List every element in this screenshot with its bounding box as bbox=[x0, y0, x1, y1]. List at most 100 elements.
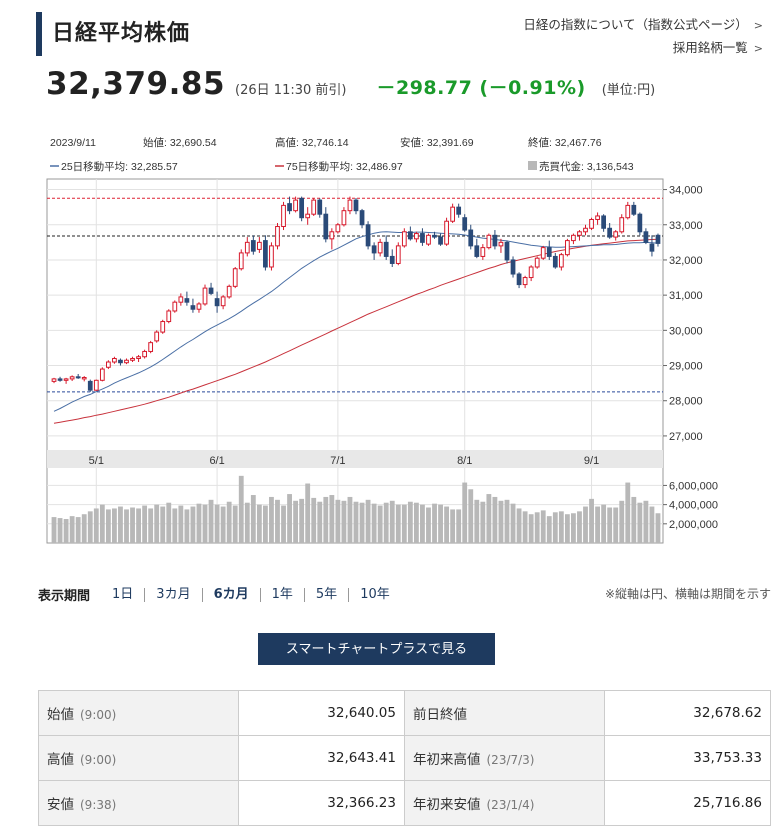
candle-body bbox=[643, 231, 649, 243]
candle-body bbox=[546, 247, 552, 257]
stats-table: 始値 (9:00) 32,640.05 前日終値 32,678.62 高値 (9:00) 32… bbox=[38, 690, 771, 826]
candle-body bbox=[583, 227, 588, 233]
constituents-link[interactable]: 採用銘柄一覧 > bbox=[523, 37, 763, 60]
candle-body bbox=[335, 224, 341, 233]
index-about-link[interactable]: 日経の指数について（指数公式ページ） > bbox=[523, 14, 763, 37]
stock-chart[interactable]: 2023/9/11 始値: 32,690.54 高値: 32,746.14 安値… bbox=[0, 128, 775, 548]
price-change: －298.77 (－0.91%) bbox=[376, 77, 586, 99]
candle bbox=[365, 221, 371, 250]
volume-bar bbox=[583, 506, 588, 543]
candle-body bbox=[160, 321, 166, 333]
candle bbox=[196, 302, 202, 313]
candle bbox=[63, 377, 69, 384]
candle-body bbox=[172, 301, 178, 312]
candle bbox=[486, 233, 492, 250]
candle-body bbox=[238, 252, 244, 270]
volume-bar bbox=[607, 507, 613, 543]
candle bbox=[238, 249, 244, 271]
price-tick-label: 34,000 bbox=[669, 185, 703, 197]
candle-body bbox=[190, 305, 196, 310]
candle bbox=[57, 376, 63, 382]
candle bbox=[208, 282, 214, 296]
candle bbox=[154, 330, 160, 343]
candle-body bbox=[329, 231, 335, 240]
candle bbox=[281, 201, 286, 231]
volume-bar bbox=[444, 506, 450, 543]
candle-body bbox=[444, 220, 449, 245]
candle bbox=[311, 198, 317, 216]
candle-body bbox=[420, 233, 425, 243]
reference-lines bbox=[47, 197, 663, 393]
candle bbox=[220, 295, 226, 310]
smart-chart-plus-button[interactable]: スマートチャートプラスで見る bbox=[258, 633, 495, 665]
candle-body bbox=[106, 361, 111, 368]
candle bbox=[468, 224, 474, 250]
candle-body bbox=[498, 241, 504, 247]
candle-body bbox=[607, 227, 613, 238]
volume-bar bbox=[643, 500, 649, 543]
volume-bar bbox=[420, 504, 425, 543]
chart-svg[interactable]: 2023/9/11 始値: 32,690.54 高値: 32,746.14 安値… bbox=[0, 128, 775, 548]
volume-bar bbox=[154, 504, 160, 543]
volume-bar bbox=[492, 496, 498, 543]
stat-value: 25,716.86 bbox=[604, 780, 771, 826]
price-timestamp: (26日 11:30 前引) bbox=[235, 83, 347, 98]
candle bbox=[136, 354, 141, 363]
volume-axis: 2,000,000 4,000,000 6,000,000 bbox=[663, 480, 718, 531]
period-option[interactable]: 5年 bbox=[303, 587, 348, 602]
candle-body bbox=[649, 243, 655, 252]
period-option[interactable]: 3カ月 bbox=[144, 587, 201, 602]
volume-bar bbox=[99, 504, 105, 543]
candle bbox=[649, 235, 655, 257]
volume-bar bbox=[438, 504, 443, 543]
period-option[interactable]: 10年 bbox=[348, 587, 401, 602]
stat-value: 33,753.33 bbox=[604, 735, 771, 781]
candle-body bbox=[226, 285, 232, 298]
stat-value: 32,643.41 bbox=[238, 735, 405, 781]
candle bbox=[631, 201, 637, 216]
candle-body bbox=[347, 199, 353, 212]
volume-bar bbox=[178, 505, 184, 543]
candle-body bbox=[631, 204, 637, 215]
volume-bar bbox=[546, 516, 552, 543]
volume-bar bbox=[534, 512, 540, 543]
candle-body bbox=[51, 378, 57, 382]
volume-bar bbox=[208, 499, 214, 543]
candle-body bbox=[504, 241, 510, 261]
candle bbox=[510, 256, 516, 278]
candle-body bbox=[202, 287, 208, 305]
candle-body bbox=[250, 240, 256, 252]
page-title-bar: 日経平均株価 bbox=[36, 12, 190, 56]
candle-body bbox=[112, 357, 117, 363]
period-option[interactable]: 1年 bbox=[259, 587, 304, 602]
candle bbox=[432, 231, 437, 239]
period-option[interactable]: 1日 bbox=[112, 586, 134, 602]
month-tick-label: 7/1 bbox=[330, 455, 345, 467]
volume-bar bbox=[275, 499, 280, 543]
candle bbox=[250, 235, 256, 255]
candle-body bbox=[353, 199, 359, 212]
volume-bar bbox=[311, 497, 317, 543]
candle bbox=[269, 242, 274, 271]
period-option[interactable]: 6カ月 bbox=[201, 587, 260, 602]
candle bbox=[540, 245, 546, 260]
candle bbox=[142, 349, 147, 359]
candle bbox=[438, 233, 443, 246]
candle-body bbox=[208, 287, 214, 294]
candle-body bbox=[540, 247, 546, 259]
candle bbox=[148, 340, 154, 354]
ma75-line bbox=[53, 238, 659, 424]
candle bbox=[655, 233, 661, 247]
volume-bar bbox=[118, 506, 123, 543]
candle-body bbox=[69, 376, 75, 380]
chart-info-ma75: 75日移動平均: 32,486.97 bbox=[286, 160, 403, 173]
volume-bar bbox=[371, 503, 377, 543]
candle bbox=[407, 226, 413, 241]
volume-tick-label: 6,000,000 bbox=[669, 480, 718, 492]
candle bbox=[534, 256, 540, 269]
volume-bar bbox=[87, 511, 93, 543]
chart-info-ma25: 25日移動平均: 32,285.57 bbox=[61, 160, 178, 173]
volume-bar bbox=[329, 495, 335, 543]
month-axis-band bbox=[47, 450, 663, 468]
volume-bar bbox=[383, 502, 389, 543]
